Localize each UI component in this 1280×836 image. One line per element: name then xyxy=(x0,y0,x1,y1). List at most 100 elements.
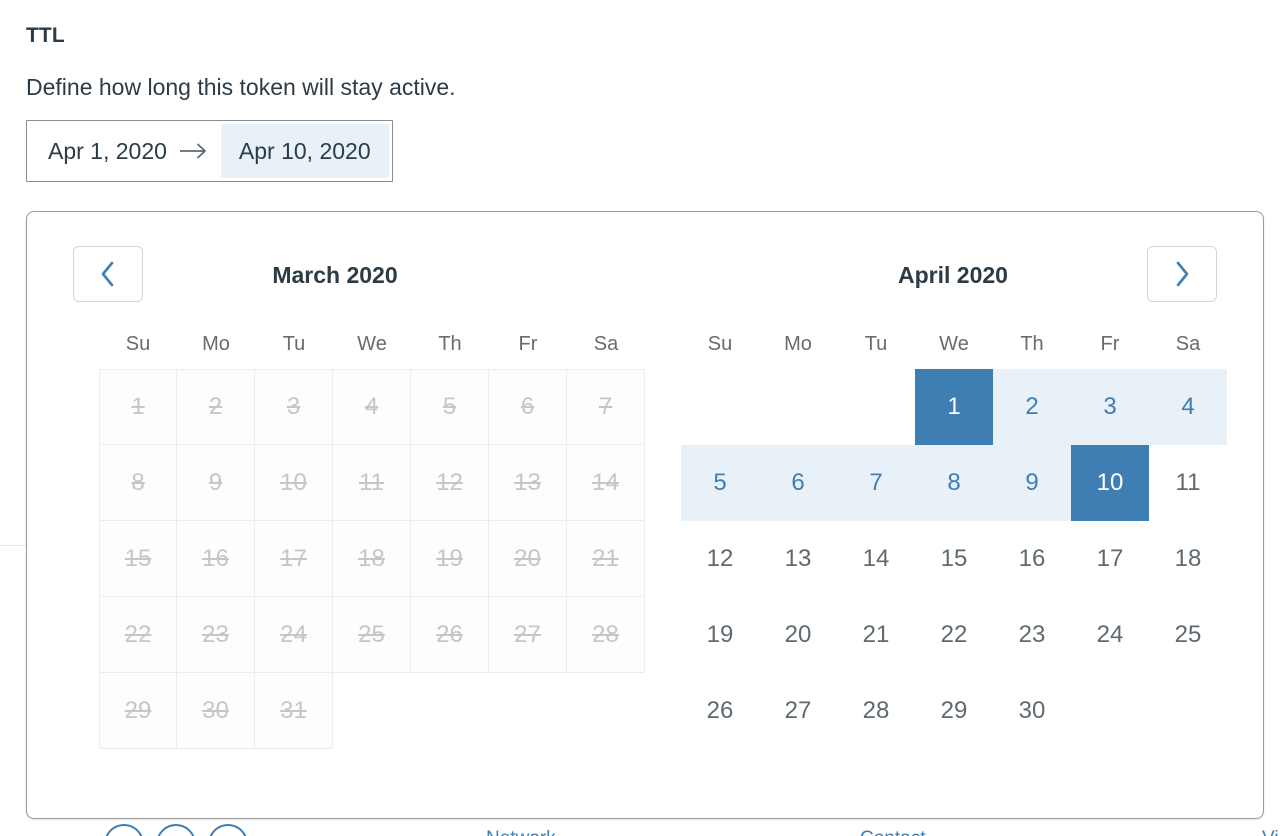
day-cell[interactable]: 6 xyxy=(759,445,837,521)
weekday-label: Mo xyxy=(784,332,812,355)
weekday-header-left: Su Mo Tu We Th Fr Sa xyxy=(99,328,645,360)
start-date-input[interactable]: Apr 1, 2020 xyxy=(48,137,167,164)
day-cell-empty xyxy=(681,369,759,445)
day-cell: 13 xyxy=(489,445,567,521)
day-cell: 12 xyxy=(411,445,489,521)
day-cell: 1 xyxy=(99,369,177,445)
page-title: TTL xyxy=(26,24,65,47)
day-cell: 7 xyxy=(567,369,645,445)
day-cell: 26 xyxy=(411,597,489,673)
previous-month-button[interactable] xyxy=(73,246,143,302)
day-cell[interactable]: 10 xyxy=(1071,445,1149,521)
calendar-header-left: March 2020 xyxy=(27,212,645,328)
day-cell[interactable]: 21 xyxy=(862,621,890,648)
calendar-month-left: March 2020 Su Mo Tu We Th Fr Sa 1 2 3 4 5 6 7 8 9 10 11 1… xyxy=(27,212,645,749)
day-cell: 29 xyxy=(99,673,177,749)
day-cell: 19 xyxy=(411,521,489,597)
day-cell: 11 xyxy=(333,445,411,521)
day-cell[interactable]: 9 xyxy=(993,445,1071,521)
day-cell[interactable]: 7 xyxy=(837,445,915,521)
day-grid-left: 1 2 3 4 5 6 7 8 9 10 11 12 13 14 15 16 17 18 19 20 21 22 23 24 2… xyxy=(99,369,645,749)
day-cell[interactable]: 1 xyxy=(915,369,993,445)
day-cell: 20 xyxy=(489,521,567,597)
background-bottom-label-1[interactable]: Network xyxy=(486,828,556,836)
day-cell[interactable]: 13 xyxy=(784,545,812,572)
day-cell[interactable]: 29 xyxy=(940,697,968,724)
day-cell: 9 xyxy=(177,445,255,521)
day-cell: 27 xyxy=(489,597,567,673)
day-cell: 5 xyxy=(411,369,489,445)
day-cell[interactable]: 16 xyxy=(1018,545,1046,572)
day-grid-right: 1 2 3 4 5 6 7 8 9 10 11 12 13 14 15 16 17 18 19 20 21 22 23 24 2… xyxy=(681,369,1263,749)
day-cell: 18 xyxy=(333,521,411,597)
day-cell-empty xyxy=(759,369,837,445)
weekday-label: Tu xyxy=(282,332,306,355)
day-cell: 24 xyxy=(255,597,333,673)
day-cell[interactable]: 26 xyxy=(706,697,734,724)
weekday-label: Tu xyxy=(864,332,888,355)
day-cell: 16 xyxy=(177,521,255,597)
avatar[interactable] xyxy=(156,824,196,836)
day-cell: 10 xyxy=(255,445,333,521)
ttl-field-group: TTL Define how long this token will stay… xyxy=(26,22,456,182)
day-cell: 15 xyxy=(99,521,177,597)
weekday-label: Su xyxy=(125,332,151,355)
day-cell: 14 xyxy=(567,445,645,521)
day-cell[interactable]: 19 xyxy=(706,621,734,648)
day-cell[interactable]: 2 xyxy=(993,369,1071,445)
day-cell[interactable]: 15 xyxy=(940,545,968,572)
day-cell[interactable]: 3 xyxy=(1071,369,1149,445)
weekday-label: Sa xyxy=(593,332,619,355)
day-cell[interactable]: 22 xyxy=(940,621,968,648)
day-cell: 8 xyxy=(99,445,177,521)
day-cell[interactable]: 30 xyxy=(1018,697,1046,724)
day-cell[interactable]: 20 xyxy=(784,621,812,648)
date-range-input[interactable]: Apr 1, 2020 Apr 10, 2020 xyxy=(26,120,393,182)
avatar[interactable] xyxy=(208,824,248,836)
day-cell[interactable]: 12 xyxy=(706,545,734,572)
day-cell: 4 xyxy=(333,369,411,445)
day-cell[interactable]: 11 xyxy=(1175,469,1201,496)
day-cell[interactable]: 27 xyxy=(784,697,812,724)
day-cell[interactable]: 14 xyxy=(862,545,890,572)
day-cell: 17 xyxy=(255,521,333,597)
day-cell[interactable]: 4 xyxy=(1149,369,1227,445)
weekday-label: Su xyxy=(707,332,733,355)
day-cell: 3 xyxy=(255,369,333,445)
next-month-button[interactable] xyxy=(1147,246,1217,302)
day-cell: 23 xyxy=(177,597,255,673)
background-bottom-label-2[interactable]: Contact xyxy=(860,828,925,836)
avatar[interactable] xyxy=(104,824,144,836)
weekday-label: Th xyxy=(438,332,462,355)
day-cell: 25 xyxy=(333,597,411,673)
calendar-months-container: March 2020 Su Mo Tu We Th Fr Sa 1 2 3 4 5 6 7 8 9 10 11 1… xyxy=(27,212,1263,749)
day-cell: 2 xyxy=(177,369,255,445)
background-bottom-label-3[interactable]: Vi xyxy=(1262,828,1279,836)
weekday-label: Mo xyxy=(202,332,230,355)
day-cell[interactable]: 24 xyxy=(1096,621,1124,648)
day-cell: 6 xyxy=(489,369,567,445)
day-cell: 28 xyxy=(567,597,645,673)
day-cell[interactable]: 18 xyxy=(1174,545,1202,572)
weekday-label: We xyxy=(939,332,969,355)
day-cell[interactable]: 28 xyxy=(862,697,890,724)
field-description: Define how long this token will stay act… xyxy=(26,74,456,100)
day-cell: 31 xyxy=(255,673,333,749)
background-avatar-group xyxy=(104,824,248,836)
end-date-input[interactable]: Apr 10, 2020 xyxy=(220,124,389,178)
chevron-right-icon xyxy=(1174,261,1190,287)
day-cell: 21 xyxy=(567,521,645,597)
day-cell[interactable]: 8 xyxy=(915,445,993,521)
date-picker-popup: March 2020 Su Mo Tu We Th Fr Sa 1 2 3 4 5 6 7 8 9 10 11 1… xyxy=(26,211,1264,819)
day-cell: 30 xyxy=(177,673,255,749)
day-cell[interactable]: 17 xyxy=(1096,545,1124,572)
background-divider xyxy=(0,545,34,546)
day-cell[interactable]: 25 xyxy=(1174,621,1202,648)
weekday-label: Fr xyxy=(1100,332,1120,355)
day-cell[interactable]: 5 xyxy=(681,445,759,521)
day-cell[interactable]: 23 xyxy=(1018,621,1046,648)
weekday-label: We xyxy=(357,332,387,355)
month-title-right: April 2020 xyxy=(898,262,1008,288)
arrow-right-icon xyxy=(167,121,221,181)
